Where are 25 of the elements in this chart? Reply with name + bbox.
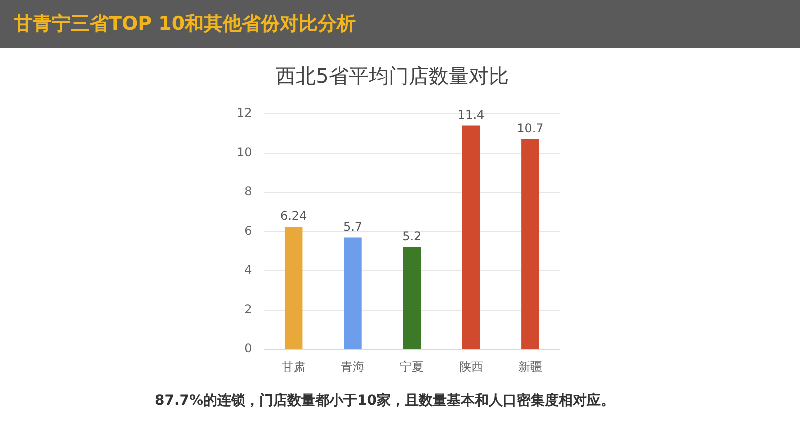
text: 87.7%的连锁，门店数量都小于10家，且数量基本和人口密集度相对应。 (154, 392, 616, 410)
y-tick-label: 12 (236, 106, 252, 120)
x-tick-label: 青海 (340, 360, 365, 374)
bar (462, 126, 480, 350)
y-tick-label: 10 (236, 145, 252, 160)
data-label: 6.24 (280, 209, 308, 224)
bar (403, 248, 422, 350)
y-tick-label: 8 (244, 184, 252, 199)
bar (284, 227, 303, 350)
y-tick-label: 2 (244, 302, 252, 316)
data-label: 5.7 (343, 220, 363, 234)
data-label: 11.4 (458, 108, 485, 122)
bar (522, 140, 540, 350)
y-tick-label: 4 (244, 263, 252, 278)
x-tick-label: 陕西 (459, 360, 484, 374)
chart-title: 甘青宁三省TOP 10和其他省份对比分析 (14, 12, 356, 37)
x-tick-label: 甘肃 (282, 360, 306, 374)
y-tick-label: 6 (244, 224, 252, 238)
data-label: 10.7 (517, 122, 544, 136)
y-tick-label: 0 (244, 342, 252, 356)
x-tick-label: 宁夏 (400, 360, 424, 374)
x-tick-label: 新疆 (518, 360, 542, 374)
bar (344, 238, 362, 350)
chart-subtitle: 西北5省平均门店数量对比 (276, 64, 509, 88)
data-label: 5.2 (402, 230, 422, 244)
